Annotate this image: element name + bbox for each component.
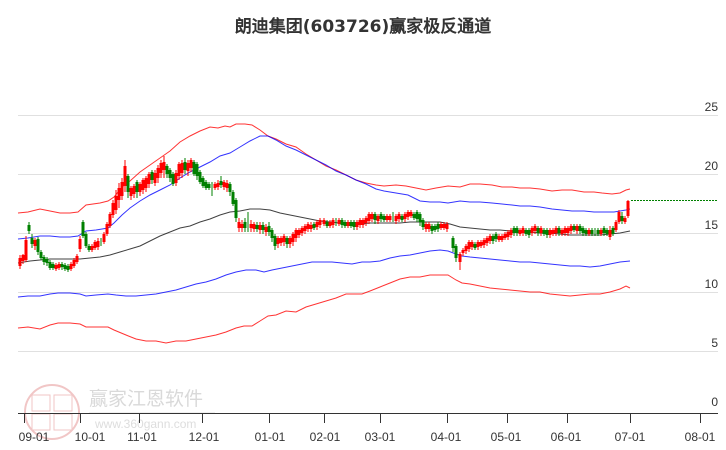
x-tick-label: 01-01: [255, 430, 286, 444]
candlesticks: [18, 156, 630, 272]
x-tick-label: 10-01: [75, 430, 106, 444]
y-axis: 25 20 15 10 5 0: [705, 100, 719, 409]
x-tick-label: 03-01: [365, 430, 396, 444]
watermark-url: www.360gann.com: [94, 417, 196, 431]
inner-lower-band: [17, 249, 631, 298]
watermark-text: 赢家江恩软件: [89, 388, 203, 410]
watermark-logo-icon: [24, 384, 80, 440]
y-tick-label: 20: [705, 159, 719, 173]
grid: [18, 115, 718, 352]
x-tick-label: 09-01: [19, 430, 50, 444]
x-tick-label: 07-01: [615, 430, 646, 444]
y-tick-label: 10: [705, 277, 719, 291]
outer-lower-band: [17, 274, 631, 344]
x-tick-label: 05-01: [491, 430, 522, 444]
y-tick-label: 5: [711, 336, 718, 350]
chart-title: 朗迪集团(603726)赢家极反通道: [234, 17, 492, 37]
x-tick-label: 11-01: [127, 430, 157, 444]
y-tick-label: 25: [705, 100, 719, 114]
watermark: 赢家江恩软件 www.360gann.com: [24, 384, 215, 440]
x-tick-label: 02-01: [310, 430, 341, 444]
x-tick-label: 06-01: [551, 430, 582, 444]
y-tick-label: 15: [705, 218, 719, 232]
x-tick-label: 12-01: [189, 430, 220, 444]
inner-upper-band: [17, 135, 631, 240]
x-axis: 09-01 10-01 11-01 12-01 01-01 02-01 03-0…: [18, 413, 718, 444]
outer-upper-band: [17, 123, 631, 214]
x-tick-label: 08-01: [685, 430, 716, 444]
x-tick-label: 04-01: [431, 430, 462, 444]
y-tick-label: 0: [711, 395, 718, 409]
